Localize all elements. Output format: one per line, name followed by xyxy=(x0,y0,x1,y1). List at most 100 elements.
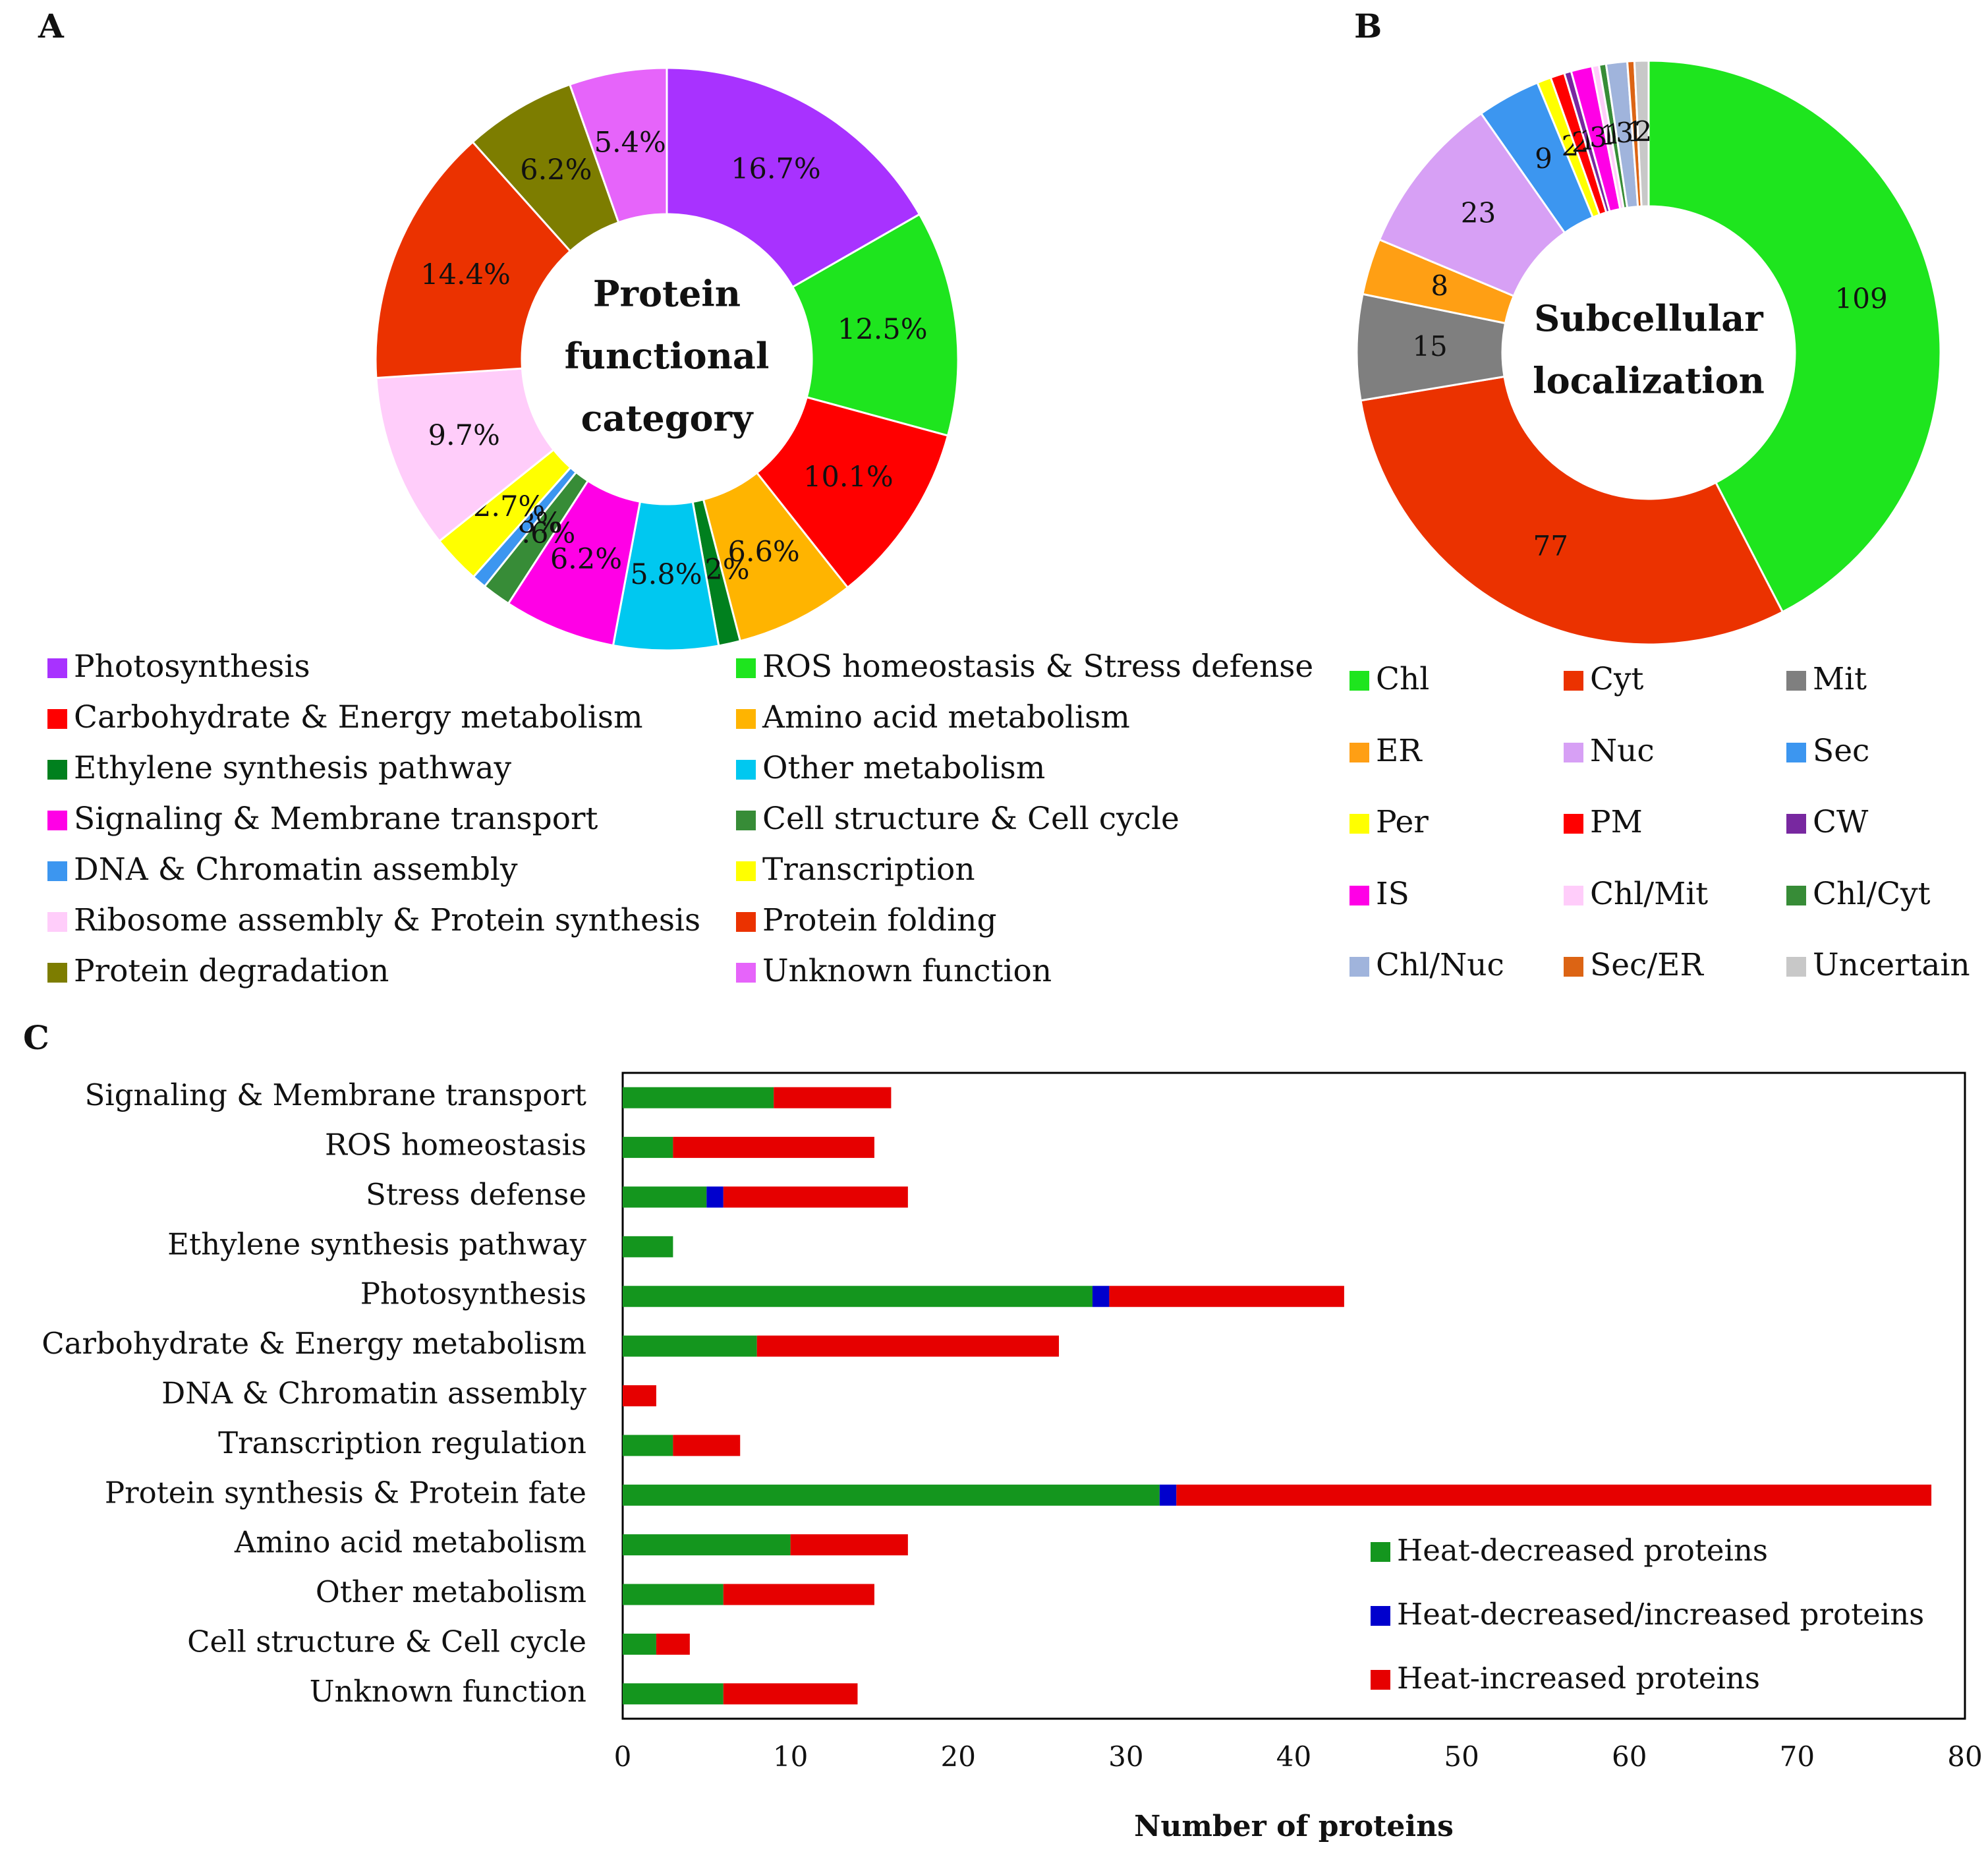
legend-swatch xyxy=(1349,671,1369,691)
legend-label: Protein folding xyxy=(762,902,997,938)
legend-item-protein-folding: Protein folding xyxy=(736,902,997,939)
legend-swatch xyxy=(736,709,756,729)
bar-segment-heat-increased-proteins-amino-acid-metabolism xyxy=(790,1534,908,1556)
legend-label: Heat-decreased proteins xyxy=(1397,1533,1769,1568)
legend-label: Signaling & Membrane transport xyxy=(74,801,598,837)
legend-item-per: Per xyxy=(1349,804,1429,841)
slice-label-sec: 9 xyxy=(1535,142,1552,175)
slice-chl xyxy=(1647,59,1942,614)
legend-swatch xyxy=(736,963,756,983)
chart-center-title-line: functional xyxy=(565,335,770,377)
bar-segment-heat-increased-proteins-ros-homeostasis xyxy=(673,1137,874,1159)
slice-unknown-function xyxy=(568,67,668,224)
x-tick-label: 50 xyxy=(1444,1740,1479,1773)
x-tick-label: 80 xyxy=(1947,1740,1982,1773)
bar-segment-heat-increased-proteins-other-metabolism xyxy=(723,1584,874,1605)
legend-swatch xyxy=(1349,957,1369,977)
legend-swatch xyxy=(1349,885,1369,905)
legend-label: Transcription xyxy=(762,851,975,888)
slice-label-signaling-and-membrane-transport: 6.2% xyxy=(550,542,622,575)
legend-item-carbohydrate-and-energy-metabolism: Carbohydrate & Energy metabolism xyxy=(47,699,643,736)
legend-label: Photosynthesis xyxy=(74,648,310,685)
legend-item-signaling-and-membrane-transport: Signaling & Membrane transport xyxy=(47,801,598,838)
legend-item-heat-increased-proteins: Heat-increased proteins xyxy=(1371,1660,1760,1697)
slice-label-ribosome-assembly-and-protein-synthesis: 9.7% xyxy=(428,419,500,452)
legend-swatch xyxy=(1349,814,1369,834)
category-label-ethylene-synthesis-pathway: Ethylene synthesis pathway xyxy=(167,1226,586,1261)
legend-swatch xyxy=(736,658,756,678)
bar-segment-heat-decreased-proteins-amino-acid-metabolism xyxy=(623,1534,791,1556)
category-label-transcription-regulation: Transcription regulation xyxy=(218,1425,586,1460)
legend-label: Other metabolism xyxy=(762,750,1046,786)
bar-segment-heat-decreased-proteins-carbohydrate-and-energy-metabolism xyxy=(623,1335,757,1357)
bar-segment-heat-increased-proteins-protein-synthesis-and-protein-fate xyxy=(1176,1484,1932,1506)
legend-item-other-metabolism: Other metabolism xyxy=(736,750,1045,787)
legend-item-nuc: Nuc xyxy=(1564,733,1655,770)
bar-segment-heat-increased-proteins-dna-and-chromatin-assembly xyxy=(623,1385,656,1406)
bar-segment-heat-decreased-proteins-signaling-and-membrane-transport xyxy=(623,1087,774,1108)
x-tick-label: 20 xyxy=(941,1740,976,1773)
legend-label: ER xyxy=(1376,732,1422,769)
legend-label: Heat-decreased/increased proteins xyxy=(1397,1597,1925,1632)
legend-label: Cell structure & Cell cycle xyxy=(762,801,1179,837)
legend-label: IS xyxy=(1376,875,1409,912)
legend-swatch xyxy=(47,811,67,830)
bar-segment-heat-increased-proteins-unknown-function xyxy=(723,1683,858,1705)
category-label-cell-structure-and-cell-cycle: Cell structure & Cell cycle xyxy=(187,1624,586,1659)
category-label-protein-synthesis-and-protein-fate: Protein synthesis & Protein fate xyxy=(105,1475,586,1510)
slice-label-unknown-function: 5.4% xyxy=(594,127,666,159)
legend-item-heat-decreased-increased-proteins: Heat-decreased/increased proteins xyxy=(1371,1596,1924,1633)
legend-swatch xyxy=(47,760,67,780)
bar-segment-heat-increased-proteins-signaling-and-membrane-transport xyxy=(774,1087,892,1108)
bar-segment-heat-decreased-increased-proteins-stress-defense xyxy=(706,1186,724,1208)
legend-swatch xyxy=(736,811,756,830)
legend-item-pm: PM xyxy=(1564,804,1643,841)
slice-label-ros-homeostasis-and-stress-defense: 12.5% xyxy=(838,313,928,346)
bar-segment-heat-increased-proteins-cell-structure-and-cell-cycle xyxy=(656,1633,690,1655)
legend-swatch xyxy=(1564,957,1583,977)
legend-item-transcription: Transcription xyxy=(736,851,975,888)
category-label-amino-acid-metabolism: Amino acid metabolism xyxy=(234,1525,586,1560)
legend-item-cell-structure-and-cell-cycle: Cell structure & Cell cycle xyxy=(736,801,1179,838)
panel-label-a: A xyxy=(38,7,64,45)
x-tick-label: 10 xyxy=(773,1740,808,1773)
legend-swatch xyxy=(47,709,67,729)
category-label-other-metabolism: Other metabolism xyxy=(316,1574,586,1609)
slice-uncertain xyxy=(1633,59,1650,208)
category-label-carbohydrate-and-energy-metabolism: Carbohydrate & Energy metabolism xyxy=(42,1326,586,1361)
legend-item-ros-homeostasis-and-stress-defense: ROS homeostasis & Stress defense xyxy=(736,648,1313,685)
legend-item-sec-er: Sec/ER xyxy=(1564,947,1703,984)
legend-swatch xyxy=(736,861,756,881)
legend-item-sec: Sec xyxy=(1786,733,1869,770)
legend-label: Mit xyxy=(1813,661,1867,697)
slice-carbohydrate-and-energy-metabolism xyxy=(755,395,950,589)
slice-label-amino-acid-metabolism: 6.6% xyxy=(728,535,800,568)
legend-label: Per xyxy=(1376,804,1429,840)
legend-label: Ribosome assembly & Protein synthesis xyxy=(74,902,701,938)
x-axis-title: Number of proteins xyxy=(1134,1810,1454,1843)
category-label-photosynthesis: Photosynthesis xyxy=(360,1277,586,1311)
slice-label-carbohydrate-and-energy-metabolism: 10.1% xyxy=(803,461,894,494)
legend-item-is: IS xyxy=(1349,876,1409,913)
category-label-dna-and-chromatin-assembly: DNA & Chromatin assembly xyxy=(161,1376,586,1411)
legend-label: CW xyxy=(1813,804,1869,840)
legend-item-chl: Chl xyxy=(1349,661,1429,698)
x-tick-label: 40 xyxy=(1276,1740,1311,1773)
legend-label: Protein degradation xyxy=(74,953,389,989)
slice-label-photosynthesis: 16.7% xyxy=(731,152,821,185)
legend-label: Uncertain xyxy=(1813,947,1970,983)
legend-item-dna-and-chromatin-assembly: DNA & Chromatin assembly xyxy=(47,851,518,888)
slice-label-er: 8 xyxy=(1431,270,1448,302)
legend-label: Heat-increased proteins xyxy=(1397,1661,1760,1696)
legend-item-er: ER xyxy=(1349,733,1422,770)
bar-segment-heat-decreased-proteins-transcription-regulation xyxy=(623,1435,673,1456)
legend-item-uncertain: Uncertain xyxy=(1786,947,1970,984)
legend-label: Nuc xyxy=(1590,732,1655,769)
legend-label: PM xyxy=(1590,804,1643,840)
slice-label-chl-nuc: 3 xyxy=(1616,117,1633,149)
legend-item-cw: CW xyxy=(1786,804,1868,841)
stacked-bar-chart-protein-counts: Signaling & Membrane transport ROS homeos… xyxy=(42,1072,1983,1843)
legend-swatch xyxy=(47,861,67,881)
legend-label: Cyt xyxy=(1590,661,1644,697)
